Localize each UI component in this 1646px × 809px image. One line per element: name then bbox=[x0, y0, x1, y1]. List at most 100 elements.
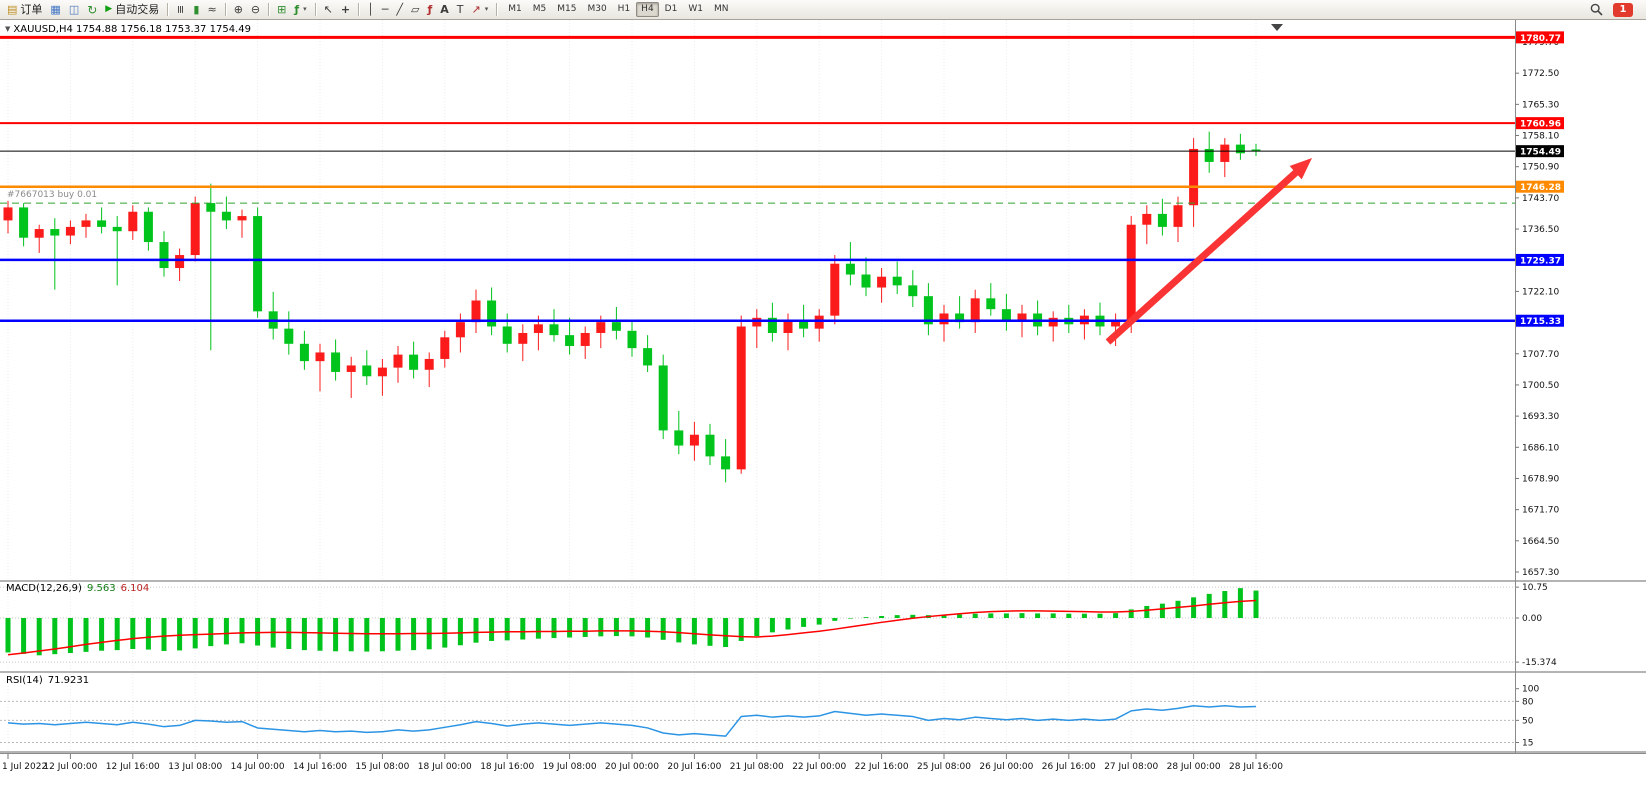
time-axis-label: 14 Jul 16:00 bbox=[293, 762, 347, 772]
timeframe-button-m30[interactable]: M30 bbox=[582, 2, 611, 17]
bar-chart-button[interactable]: ≡ bbox=[172, 1, 189, 18]
candle-body bbox=[487, 300, 497, 327]
timeframe-button-mn[interactable]: MN bbox=[709, 2, 734, 17]
candle-body bbox=[596, 322, 606, 333]
trend-arrow-head[interactable] bbox=[1289, 158, 1312, 180]
candle-body bbox=[409, 354, 419, 370]
refresh-button[interactable]: ↻ bbox=[83, 1, 101, 18]
cursor-icon: ↖ bbox=[323, 3, 333, 16]
arrow-shapes-icon: ↗ bbox=[471, 3, 481, 16]
rsi-line bbox=[7, 705, 1257, 737]
price-axis-label: 1743.70 bbox=[1522, 194, 1559, 204]
time-axis-label: 13 Jul 08:00 bbox=[168, 762, 222, 772]
zoom-in-button[interactable]: ⊕ bbox=[230, 1, 247, 18]
new-order-label: 订单 bbox=[20, 3, 43, 16]
candle-body bbox=[1001, 309, 1011, 320]
shapes-button[interactable]: ↗ ▾ bbox=[468, 1, 493, 18]
line-chart-button[interactable]: ≈ bbox=[203, 1, 220, 18]
chart-shift-marker-icon[interactable] bbox=[1271, 24, 1283, 31]
indicators-button[interactable]: ƒ ▾ bbox=[290, 1, 310, 18]
candle-body bbox=[190, 203, 200, 256]
timeframe-button-h4[interactable]: H4 bbox=[636, 2, 659, 17]
cursor-button[interactable]: ↖ bbox=[320, 1, 337, 18]
panel-separator[interactable] bbox=[0, 671, 1646, 673]
candle-body bbox=[502, 326, 512, 344]
refresh-icon: ↻ bbox=[87, 2, 98, 17]
panel-separator[interactable] bbox=[0, 580, 1646, 582]
trendline-icon: ╱ bbox=[396, 3, 403, 16]
timeframe-button-h1[interactable]: H1 bbox=[613, 2, 636, 17]
candle-body bbox=[939, 313, 949, 325]
timeframe-toolbar: M1 M5 M15 M30 H1 H4 D1 W1 MN bbox=[503, 2, 733, 17]
candle-body bbox=[393, 354, 403, 368]
candle-body bbox=[799, 319, 809, 329]
timeframe-button-w1[interactable]: W1 bbox=[683, 2, 708, 17]
candle-body bbox=[50, 229, 60, 236]
timeframe-button-m15[interactable]: M15 bbox=[552, 2, 581, 17]
label-tool-button[interactable]: T bbox=[453, 1, 468, 18]
notification-badge[interactable]: 1 bbox=[1613, 2, 1633, 17]
candle-body bbox=[674, 430, 684, 446]
support-line-1746-price-box bbox=[1516, 180, 1564, 193]
rsi-axis-label: 15 bbox=[1522, 739, 1533, 749]
candle-body bbox=[206, 203, 216, 212]
candle-body bbox=[1251, 149, 1261, 152]
timeframe-button-m1[interactable]: M1 bbox=[503, 2, 527, 17]
price-axis-label: 1772.50 bbox=[1522, 69, 1559, 79]
candle-body bbox=[1017, 313, 1027, 320]
candle-body bbox=[689, 434, 699, 446]
channel-icon: ▱ bbox=[410, 3, 420, 16]
time-axis-label: 25 Jul 08:00 bbox=[917, 762, 971, 772]
candle-body bbox=[221, 211, 231, 221]
candle-body bbox=[845, 263, 855, 275]
candle-body bbox=[128, 211, 138, 232]
new-chart-button[interactable]: ▦ bbox=[46, 1, 64, 18]
main-toolbar: ▤ 订单 ▦ ◫ ↻ ▶ 自动交易 ≡ ▮ ≈ ⊕ ⊖ ⊞ ƒ ▾ ↖ + bbox=[0, 0, 1646, 20]
candle-body bbox=[658, 365, 668, 431]
candle-body bbox=[923, 296, 933, 325]
candle-body bbox=[1204, 148, 1214, 162]
candle-body bbox=[643, 348, 653, 366]
trend-arrow[interactable] bbox=[1105, 164, 1304, 345]
trendline-button[interactable]: ╱ bbox=[392, 1, 407, 18]
fibonacci-button[interactable]: ƒ bbox=[423, 1, 436, 18]
search-button[interactable] bbox=[1586, 1, 1607, 18]
tile-windows-icon: ⊞ bbox=[277, 3, 287, 16]
horizontal-line-button[interactable]: ─ bbox=[378, 1, 393, 18]
fibonacci-icon: ƒ bbox=[427, 3, 433, 16]
candle-body bbox=[580, 332, 590, 346]
timeframe-button-m5[interactable]: M5 bbox=[528, 2, 552, 17]
auto-trading-label: 自动交易 bbox=[115, 3, 160, 16]
candle-body bbox=[518, 332, 528, 344]
auto-trading-button[interactable]: ▶ 自动交易 bbox=[101, 1, 163, 18]
text-tool-button[interactable]: A bbox=[436, 1, 453, 18]
price-axis-label: 1707.70 bbox=[1522, 350, 1559, 360]
new-order-button[interactable]: ▤ 订单 bbox=[3, 1, 46, 18]
toolbar-separator bbox=[224, 3, 226, 16]
candle-body bbox=[455, 322, 465, 338]
candle-body bbox=[549, 324, 559, 336]
time-axis-label: 18 Jul 00:00 bbox=[418, 762, 472, 772]
toolbar-separator bbox=[314, 3, 316, 16]
candle-chart-button[interactable]: ▮ bbox=[189, 1, 203, 18]
panel-separator[interactable] bbox=[0, 751, 1646, 753]
vertical-line-button[interactable]: │ bbox=[363, 1, 378, 18]
price-chart[interactable]: 10.750.00-15.3741008050151779.701772.501… bbox=[0, 20, 1646, 809]
tile-windows-button[interactable]: ⊞ bbox=[273, 1, 290, 18]
candle-body bbox=[767, 317, 777, 333]
candle-body bbox=[955, 313, 965, 323]
crosshair-button[interactable]: + bbox=[337, 1, 354, 18]
time-axis-label: 28 Jul 00:00 bbox=[1167, 762, 1221, 772]
channel-button[interactable]: ▱ bbox=[407, 1, 423, 18]
market-watch-button[interactable]: ◫ bbox=[65, 1, 83, 18]
zoom-out-button[interactable]: ⊖ bbox=[247, 1, 264, 18]
candle-body bbox=[721, 456, 731, 470]
candle-body bbox=[986, 298, 996, 310]
price-axis-label: 1722.10 bbox=[1522, 287, 1559, 297]
time-axis-label: 28 Jul 16:00 bbox=[1229, 762, 1283, 772]
price-axis-label: 1664.50 bbox=[1522, 537, 1559, 547]
candle-body bbox=[611, 322, 621, 331]
timeframe-button-d1[interactable]: D1 bbox=[660, 2, 683, 17]
candle-body bbox=[346, 365, 356, 372]
candle-body bbox=[377, 367, 387, 377]
